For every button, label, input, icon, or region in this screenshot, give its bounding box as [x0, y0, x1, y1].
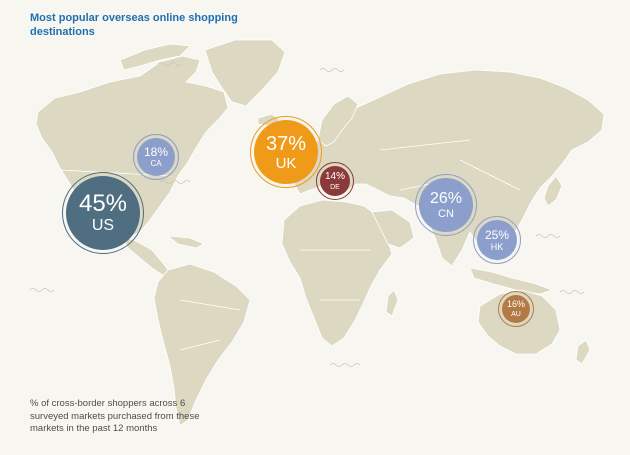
south-american-borders [179, 299, 241, 351]
bubble-country-code: DE [330, 183, 340, 191]
southeast-asia-islands [469, 267, 554, 295]
bubble-country-code: HK [490, 241, 504, 252]
new-zealand [575, 339, 591, 365]
bubble-percent: 26% [429, 189, 463, 207]
bubble-country-code: UK [275, 154, 297, 172]
bubble-percent: 25% [484, 227, 510, 242]
scandinavia [317, 95, 359, 147]
madagascar [385, 289, 399, 317]
sea-wave [159, 180, 191, 184]
bubble-uk: 37% UK [250, 116, 322, 188]
bubble-country-code: US [91, 217, 115, 234]
bubble-ca: 18% CA [133, 134, 179, 180]
african-borders [300, 249, 370, 301]
bubble-percent: 18% [143, 145, 169, 159]
bubble-percent: 45% [78, 190, 128, 217]
bubble-country-code: CA [150, 159, 162, 168]
bubble-percent: 37% [265, 132, 307, 155]
arctic-islands [119, 43, 191, 71]
sea-wave [29, 288, 55, 292]
eurasia-landmass [291, 69, 605, 267]
sea-wave [559, 290, 585, 294]
japan [543, 175, 563, 207]
bubble-de: 14% DE [316, 162, 354, 200]
caribbean-islands [166, 235, 205, 249]
bubble-country-code: CN [438, 207, 454, 220]
map-caption: % of cross-border shoppers across 6 surv… [30, 398, 200, 434]
greenland [204, 39, 286, 107]
south-america [153, 263, 251, 427]
sea-wave [329, 363, 361, 367]
africa [281, 199, 393, 347]
bubble-percent: 16% [506, 299, 525, 309]
arabian-peninsula [371, 209, 415, 249]
sea-wave [535, 234, 561, 238]
bubble-cn: 26% CN [415, 174, 477, 236]
bubble-country-code: AU [511, 311, 521, 318]
sea-wave [157, 62, 183, 66]
bubble-us: 45% US [62, 172, 144, 254]
bubble-hk: 25% HK [473, 216, 521, 264]
sea-wave [319, 68, 345, 72]
bubble-percent: 14% [324, 170, 345, 182]
map-title: Most popular overseas online shopping de… [30, 12, 238, 38]
bubble-au: 16% AU [498, 291, 534, 327]
